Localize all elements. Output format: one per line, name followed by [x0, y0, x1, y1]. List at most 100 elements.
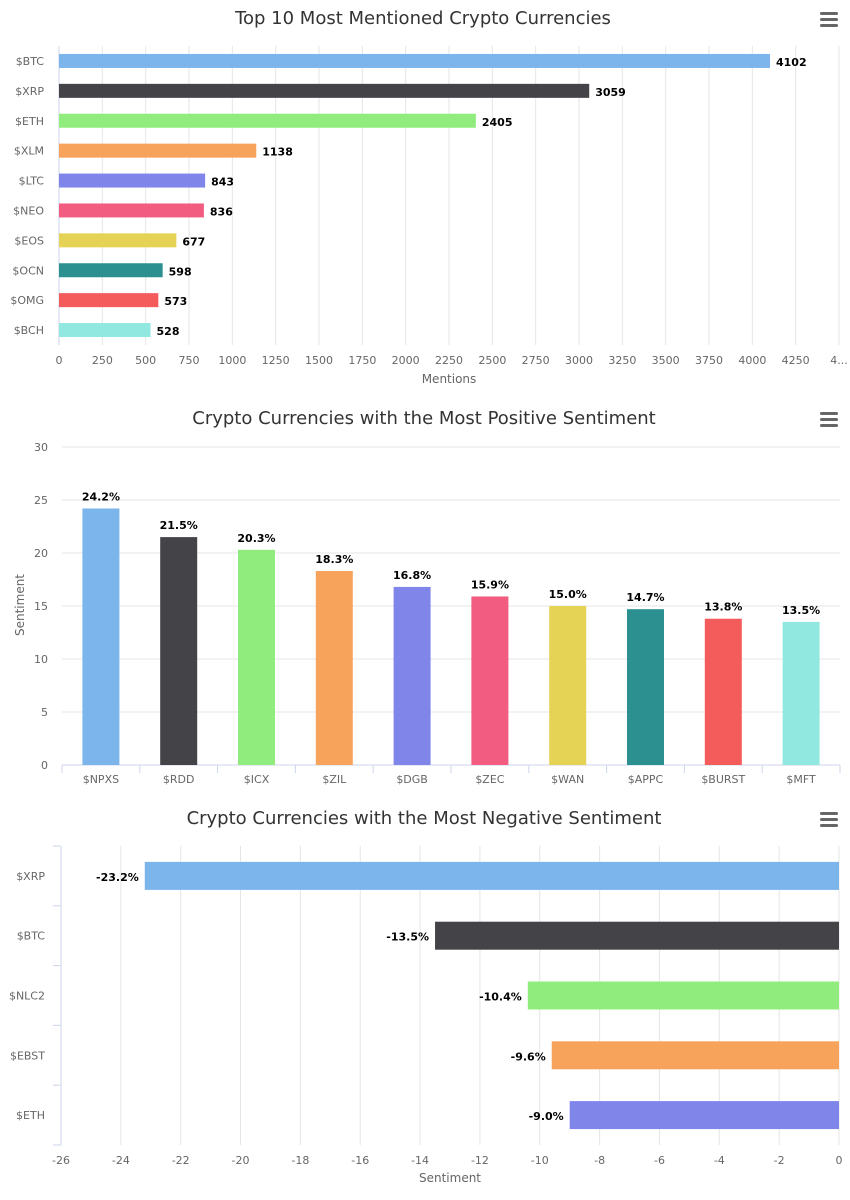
chart-title: Crypto Currencies with the Most Negative…: [187, 808, 662, 829]
y-tick-label: $EBST: [10, 1049, 45, 1062]
bar: [59, 113, 476, 128]
data-label: 677: [182, 235, 205, 248]
bar: [238, 549, 275, 765]
x-tick-label: 0: [836, 1154, 843, 1167]
data-label: 836: [210, 205, 233, 218]
data-label: -13.5%: [386, 931, 429, 944]
y-tick-label: $NEO: [13, 204, 44, 217]
x-tick-label: -26: [52, 1154, 70, 1167]
x-tick-label: 2000: [392, 354, 420, 367]
bar: [569, 1101, 839, 1130]
bar: [59, 173, 206, 188]
y-axis-title: Sentiment: [13, 574, 27, 636]
y-tick-label: 0: [41, 759, 48, 772]
bar: [549, 606, 587, 765]
bar: [59, 203, 204, 218]
bar: [59, 323, 151, 338]
data-label: 3059: [595, 86, 626, 99]
x-tick-label: $NPXS: [83, 773, 119, 786]
bar: [704, 618, 742, 765]
x-tick-label: -2: [774, 1154, 785, 1167]
y-tick-label: $BCH: [14, 324, 44, 337]
chart-menu-button[interactable]: [820, 412, 838, 428]
data-label: 15.0%: [549, 588, 587, 601]
x-tick-label: 1750: [348, 354, 376, 367]
data-label: 20.3%: [237, 532, 275, 545]
data-label: 16.8%: [393, 569, 431, 582]
data-label: 13.5%: [782, 604, 820, 617]
x-tick-label: $ZEC: [475, 773, 504, 786]
bar: [59, 143, 257, 158]
y-tick-label: $XLM: [14, 145, 44, 158]
x-tick-label: -20: [232, 1154, 250, 1167]
x-tick-label: -4: [714, 1154, 725, 1167]
bar: [59, 263, 163, 278]
bar: [59, 53, 771, 68]
data-label: 13.8%: [704, 601, 742, 614]
y-tick-label: $BTC: [17, 930, 46, 943]
bar: [782, 621, 820, 765]
y-tick-label: $OMG: [10, 294, 44, 307]
bar: [551, 1041, 839, 1070]
data-label: 4102: [776, 56, 807, 69]
x-tick-label: -24: [112, 1154, 130, 1167]
y-tick-label: 10: [34, 653, 48, 666]
x-tick-label: 500: [135, 354, 156, 367]
x-tick-label: 1500: [305, 354, 333, 367]
hamburger-icon: [820, 412, 838, 415]
y-tick-label: $LTC: [19, 175, 45, 188]
y-tick-label: $ETH: [15, 115, 44, 128]
negative-sentiment-chart: Crypto Currencies with the Most Negative…: [9, 808, 843, 1185]
chart-menu-button[interactable]: [820, 812, 838, 828]
x-tick-label: 2250: [435, 354, 463, 367]
x-tick-label: 750: [179, 354, 200, 367]
y-tick-label: $NLC2: [9, 990, 45, 1003]
x-tick-label: $MFT: [786, 773, 816, 786]
chart-title: Crypto Currencies with the Most Positive…: [192, 408, 655, 429]
data-label: -10.4%: [479, 991, 522, 1004]
x-tick-label: 0: [56, 354, 63, 367]
bar: [627, 609, 664, 765]
x-tick-label: -16: [351, 1154, 369, 1167]
bar: [393, 586, 431, 765]
x-tick-label: 3250: [608, 354, 636, 367]
data-label: 24.2%: [82, 490, 120, 503]
data-label: -9.6%: [511, 1050, 546, 1063]
y-tick-label: $OCN: [12, 264, 44, 277]
x-tick-label: 3000: [565, 354, 593, 367]
data-label: 15.9%: [471, 578, 509, 591]
hamburger-icon: [820, 812, 838, 815]
x-tick-label: 1000: [218, 354, 246, 367]
data-label: 598: [169, 265, 192, 278]
bar: [59, 293, 159, 308]
x-tick-label: $APPC: [628, 773, 664, 786]
x-tick-label: 3500: [652, 354, 680, 367]
y-tick-label: 30: [34, 441, 48, 454]
y-tick-label: 15: [34, 600, 48, 613]
x-tick-label: 4250: [782, 354, 810, 367]
mentions-chart-panel: Top 10 Most Mentioned Crypto Currencies …: [0, 0, 850, 400]
negative-sentiment-chart-panel: Crypto Currencies with the Most Negative…: [0, 800, 850, 1200]
data-label: 573: [164, 295, 187, 308]
y-tick-label: $BTC: [16, 55, 45, 68]
y-tick-label: 25: [34, 494, 48, 507]
y-tick-label: $EOS: [14, 234, 44, 247]
x-axis-title: Sentiment: [419, 1171, 481, 1185]
y-tick-label: 5: [41, 706, 48, 719]
x-tick-label: 4...: [830, 354, 848, 367]
x-tick-label: -22: [172, 1154, 190, 1167]
bar: [59, 83, 590, 98]
y-tick-label: $XRP: [15, 85, 44, 98]
x-tick-label: -6: [654, 1154, 665, 1167]
x-tick-label: $RDD: [163, 773, 195, 786]
bar: [160, 537, 198, 765]
x-axis-title: Mentions: [422, 372, 477, 386]
chart-title: Top 10 Most Mentioned Crypto Currencies: [234, 8, 611, 29]
data-label: 14.7%: [626, 591, 664, 604]
chart-menu-button[interactable]: [820, 12, 838, 28]
x-tick-label: 2500: [478, 354, 506, 367]
y-tick-label: $ETH: [16, 1109, 45, 1122]
x-tick-label: -10: [531, 1154, 549, 1167]
hamburger-icon: [820, 12, 838, 15]
x-tick-label: $ICX: [244, 773, 270, 786]
